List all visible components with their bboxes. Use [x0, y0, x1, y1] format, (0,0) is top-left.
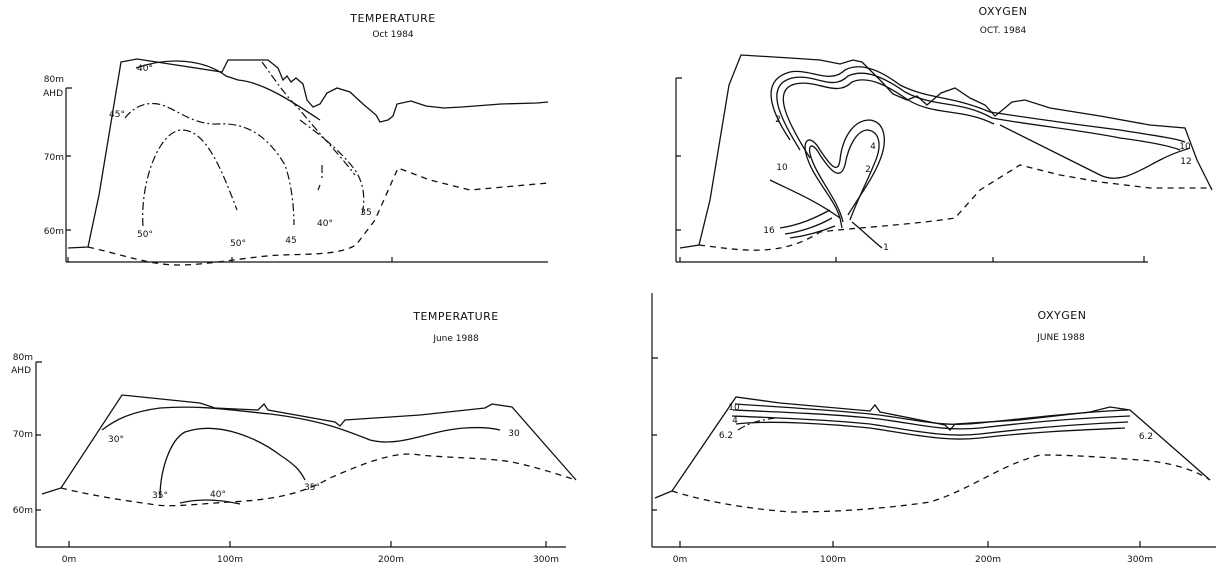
- contour-1: [851, 221, 883, 249]
- x-tick-label: 200m: [378, 555, 404, 565]
- contour-35: [159, 427, 306, 499]
- contour-label: 10: [1179, 142, 1191, 152]
- x-tick-label: 100m: [217, 555, 243, 565]
- x-axis: [36, 541, 566, 548]
- contour-label: 35: [360, 208, 371, 218]
- x-tick-label: 300m: [533, 555, 559, 565]
- contour-label: 10: [728, 403, 740, 413]
- contour-label: 30°: [108, 435, 124, 445]
- x-tick-label: 100m: [820, 555, 846, 565]
- contour-40-dashed: [261, 61, 356, 176]
- contour-label: 40°: [317, 219, 333, 229]
- contour-label: 4: [870, 142, 876, 152]
- y-axis: [651, 293, 658, 547]
- contour-label: 16: [763, 226, 775, 236]
- x-tick-label: 0m: [62, 555, 77, 565]
- y-label-70m: 70m: [44, 153, 64, 163]
- panel-subtitle: June 1988: [432, 334, 479, 344]
- contour-label: 10: [776, 163, 788, 173]
- y-label-ahd: AHD: [43, 89, 63, 99]
- contour-10: [734, 403, 1129, 426]
- contour-label: 4: [732, 416, 738, 426]
- x-axis: [66, 257, 548, 263]
- contour-label: 12: [1180, 157, 1191, 167]
- panel-temperature-oct: TEMPERATURE Oct 1984 80m AHD 70m 60m 40°…: [43, 12, 549, 266]
- contour-6: [782, 79, 995, 159]
- y-label-60m: 60m: [13, 506, 33, 516]
- contour-label: 40°: [210, 490, 226, 500]
- contour-loop-1: [804, 119, 885, 219]
- contour-label: 35°: [304, 483, 320, 493]
- y-label-ahd: AHD: [11, 366, 31, 376]
- contour-45: [124, 102, 295, 226]
- y-label-80m: 80m: [13, 353, 33, 363]
- panel-subtitle: JUNE 1988: [1036, 333, 1085, 343]
- contour-label: 6.2: [719, 431, 733, 441]
- surface-outline: [654, 396, 1211, 499]
- contour-40: [179, 499, 241, 505]
- x-axis: [652, 541, 1216, 548]
- contour-2: [770, 66, 1186, 143]
- contour-40-lower: [317, 165, 323, 191]
- bottom-profile: [671, 454, 1211, 513]
- y-axis: [65, 87, 72, 262]
- contour-loop-2: [808, 129, 880, 223]
- surface-outline: [41, 394, 577, 495]
- contour-label: 45°: [109, 110, 125, 120]
- panel-subtitle: Oct 1984: [372, 30, 414, 40]
- panel-title: OXYGEN: [1038, 309, 1087, 322]
- bottom-profile: [60, 453, 577, 507]
- contour-label: 30: [508, 429, 520, 439]
- x-tick-label: 0m: [673, 555, 688, 565]
- surface-outline: [679, 54, 1213, 249]
- contour-6: [731, 415, 1129, 436]
- contour-label: 1: [883, 243, 889, 253]
- panel-temperature-june: TEMPERATURE June 1988 80m AHD 70m 60m 0m…: [11, 310, 577, 565]
- panel-subtitle: OCT. 1984: [980, 26, 1027, 36]
- contour-label: 6.2: [1139, 432, 1153, 442]
- panel-oxygen-june: OXYGEN JUNE 1988 0m 100m 200m 300m 10 4 …: [651, 293, 1216, 565]
- contour-8: [732, 409, 1131, 430]
- y-label-80m: 80m: [44, 75, 64, 85]
- surface-outline: [67, 58, 549, 249]
- bottom-profile: [87, 167, 549, 266]
- bottom-profile: [698, 164, 1212, 251]
- panel-title: OXYGEN: [979, 5, 1028, 18]
- panel-title: TEMPERATURE: [412, 310, 498, 323]
- contour-label: 50°: [230, 239, 246, 249]
- contour-label: 2: [865, 165, 871, 175]
- contour-label: 2: [775, 115, 781, 125]
- x-axis: [676, 256, 1148, 263]
- contour-4: [776, 72, 1181, 151]
- panel-title: TEMPERATURE: [349, 12, 435, 25]
- contour-4: [735, 421, 1126, 440]
- x-tick-label: 300m: [1127, 555, 1153, 565]
- contour-label: 35°: [152, 491, 168, 501]
- contour-label: 50°: [137, 230, 153, 240]
- contour-10: [769, 179, 843, 229]
- y-label-70m: 70m: [13, 430, 33, 440]
- contour-16: [779, 209, 836, 239]
- contour-50: [142, 129, 238, 227]
- contour-40: [135, 60, 321, 121]
- contour-label: 45: [285, 236, 296, 246]
- y-axis: [35, 361, 42, 547]
- contour-label: 40°: [137, 64, 153, 74]
- y-label-60m: 60m: [44, 227, 64, 237]
- contour-35: [299, 119, 365, 216]
- x-tick-label: 200m: [975, 555, 1001, 565]
- contour-30: [101, 406, 501, 443]
- contour-10-right: [999, 124, 1191, 179]
- panel-oxygen-oct: OXYGEN OCT. 1984 2 10 4 2 1 16 10 12: [675, 5, 1213, 263]
- y-axis: [675, 77, 682, 262]
- contour-2: [737, 417, 776, 431]
